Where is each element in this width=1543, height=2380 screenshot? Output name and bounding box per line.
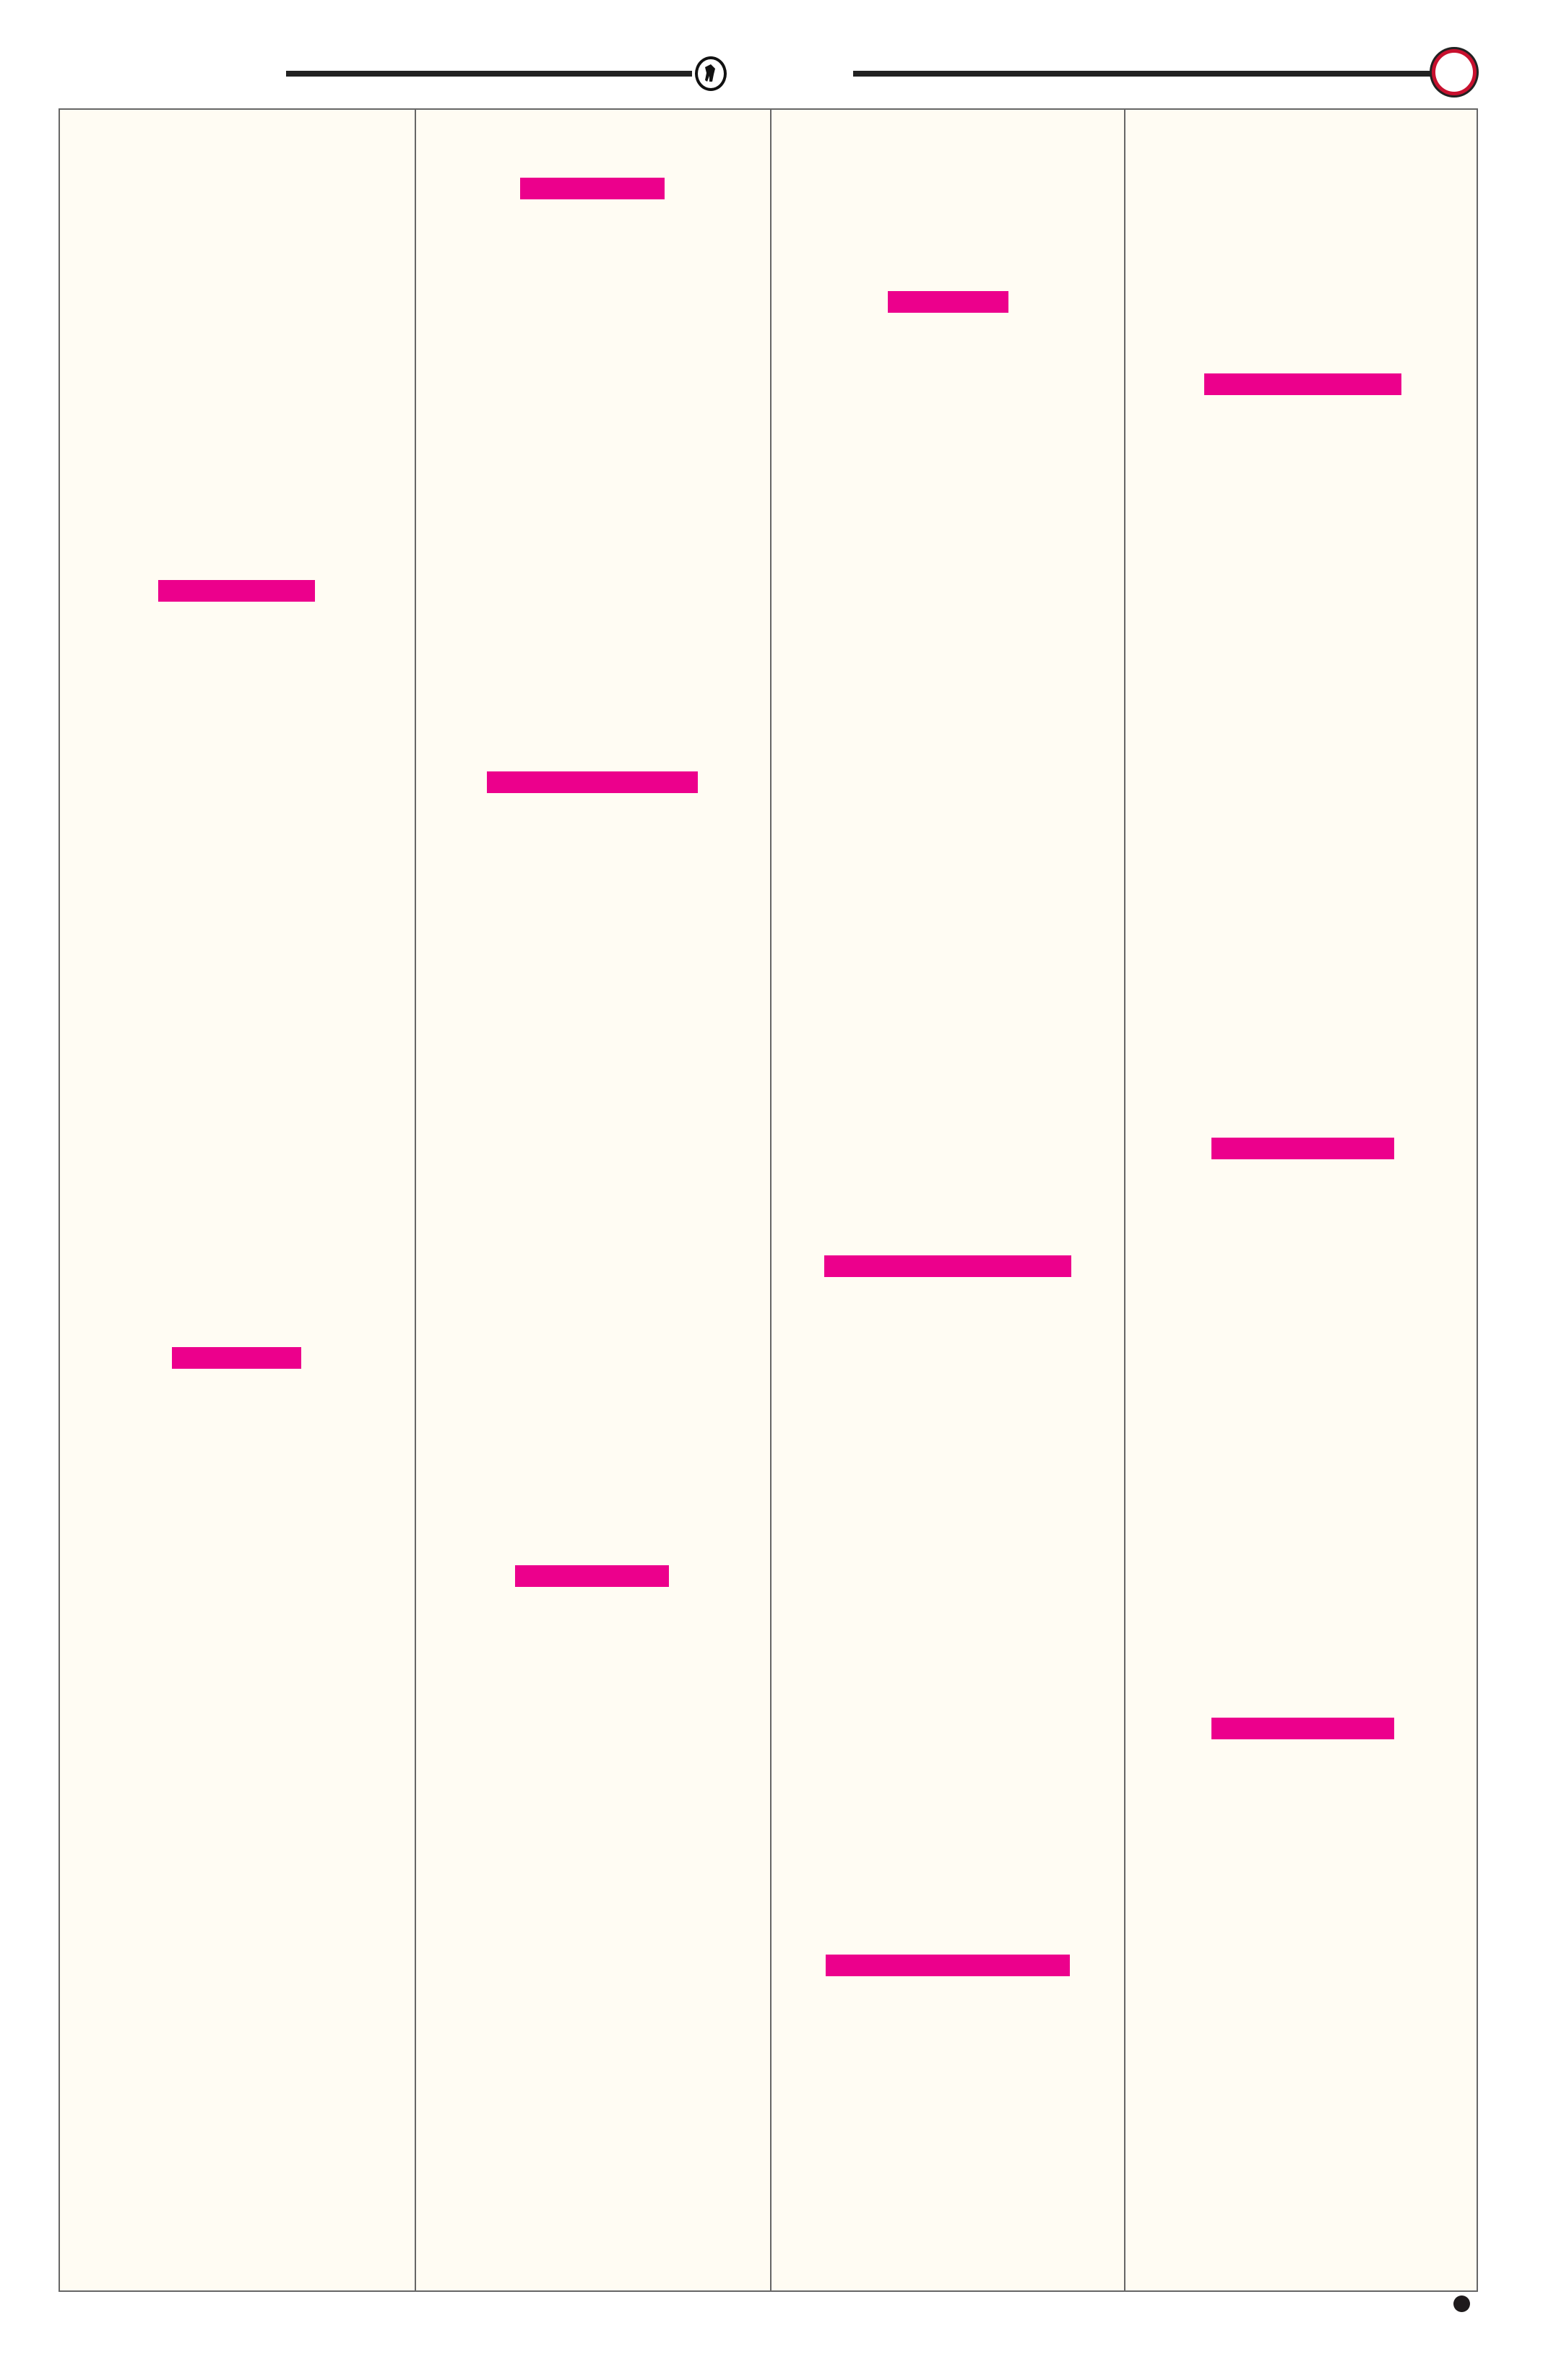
- highlight-bar: [1211, 1138, 1394, 1159]
- highlight-bar: [158, 580, 315, 602]
- highlight-bar: [824, 1255, 1071, 1277]
- content-panel: [59, 108, 1478, 2292]
- red-ring-icon: [1432, 49, 1477, 95]
- highlight-bar: [1211, 1718, 1394, 1739]
- highlight-bar: [487, 771, 698, 793]
- header-rule-right: [853, 71, 1433, 77]
- highlight-bar: [520, 178, 665, 199]
- highlight-bar: [888, 291, 1008, 313]
- bullet-dot-icon: [1453, 2295, 1470, 2312]
- bull-emblem-icon: [695, 56, 727, 91]
- highlight-bar: [1204, 373, 1401, 395]
- column-divider: [1124, 108, 1125, 2292]
- column-divider: [415, 108, 416, 2292]
- column-divider: [770, 108, 772, 2292]
- highlight-bar: [515, 1565, 669, 1587]
- highlight-bar: [826, 1955, 1070, 1976]
- header-rule-left: [286, 71, 692, 77]
- highlight-bar: [172, 1347, 301, 1369]
